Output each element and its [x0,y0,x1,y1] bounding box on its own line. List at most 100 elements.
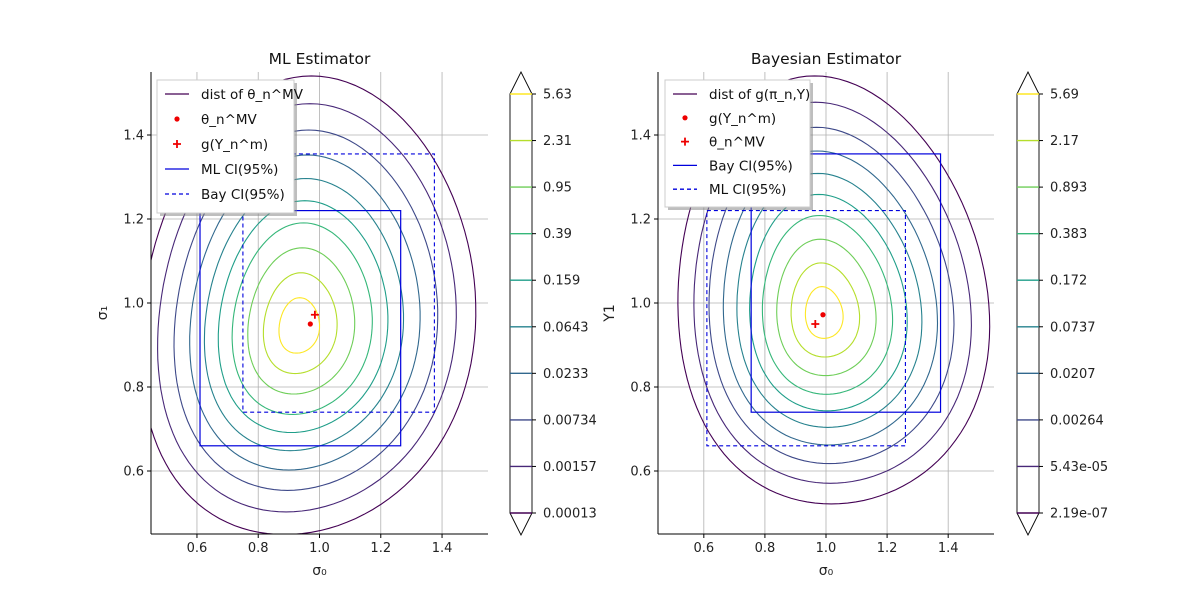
contour-level-2 [157,103,457,513]
colorbar-box [509,93,533,514]
colorbar-extend-bottom [1016,512,1040,537]
colorbar-box [1016,93,1040,514]
y-tick-label: 0.8 [123,381,144,396]
y-tick-label: 1.0 [630,297,651,312]
colorbar-label: 2.31 [543,134,572,149]
colorbar-label: 2.19e-07 [1050,507,1108,522]
contour-level-6 [217,200,389,434]
legend-label: dist of g(π_n,Y) [709,87,810,103]
contour-level-1 [151,75,477,534]
y-tick-label: 1.2 [630,213,651,228]
point-dot [307,321,313,327]
legend-swatch-plus [173,140,181,148]
point-dot [820,312,826,318]
x-tick-label: 1.4 [432,541,453,556]
colorbar-label: 0.00264 [1050,413,1104,428]
contour-level-5 [736,172,923,428]
colorbar-label: 5.63 [543,88,572,103]
legend-box [664,79,811,208]
confidence-intervals [199,153,435,447]
colorbar-label: 5.43e-05 [1050,460,1108,475]
colorbar-label: 5.69 [1050,88,1079,103]
contour-level-8 [247,247,356,395]
x-tick-label: 1.0 [309,541,330,556]
estimate-points [811,312,826,328]
colorbar: 0.00013 0.00157 0.00734 0.0233 0.0643 0.159 0.… [509,70,597,537]
contour-level-6 [749,193,908,412]
contour-lines [151,75,477,534]
chart-title: ML Estimator [269,50,371,68]
x-tick-label: 0.6 [693,541,714,556]
colorbar-label: 0.383 [1050,227,1087,242]
y-tick-label: 1.2 [123,213,144,228]
y-axis-label: σ₁ [95,306,111,321]
colorbar-extend-bottom [509,512,533,537]
contour-level-7 [231,222,373,415]
contour-level-10 [278,297,321,354]
colorbar-label: 0.39 [543,227,572,242]
chart-panel-2: 0.6 0.8 1.0 1.2 1.4 0.6 0.8 1.0 1.2 1.4 Bayesian E… [602,50,1108,579]
colorbar-extend-top [509,70,533,95]
colorbar-label: 0.159 [543,274,580,289]
colorbar-label: 0.0737 [1050,320,1096,335]
legend: dist of g(π_n,Y) g(Y_n^m) θ_n^MV Bay CI(95%… [664,79,813,210]
legend-label: ML CI(95%) [709,182,786,198]
colorbar-label: 0.0207 [1050,367,1096,382]
legend-label: dist of θ_n^MV [201,87,304,103]
y-tick-label: 1.4 [123,129,144,144]
contour-level-4 [189,154,421,471]
ci-solid-rect [199,210,402,447]
y-tick-label: 0.6 [123,465,144,480]
legend-label: ML CI(95%) [201,162,278,178]
chart-panel-1: 0.6 0.8 1.0 1.2 1.4 0.6 0.8 1.0 1.2 1.4 ML Estimat… [95,50,597,579]
colorbar-extend-top [1016,70,1040,95]
legend-label: g(Y_n^m) [201,137,268,153]
x-tick-label: 1.4 [938,541,959,556]
y-tick-label: 0.8 [630,381,651,396]
y-axis-label: Y1 [602,304,618,322]
x-axis-label: σ₀ [312,563,327,579]
ci-solid-rect [750,153,942,413]
legend: dist of θ_n^MV θ_n^MV g(Y_n^m) ML CI(95%) Ba… [156,79,304,216]
colorbar-label: 0.00734 [543,413,597,428]
contour-level-10 [804,286,844,339]
legend-swatch-plus [681,137,689,146]
contour-level-9 [790,262,861,358]
contour-level-1 [677,75,991,505]
x-tick-label: 0.6 [187,541,208,556]
legend-label: θ_n^MV [709,135,766,151]
contour-level-7 [761,214,894,395]
y-tick-label: 1.0 [123,297,144,312]
legend-box [156,79,295,214]
contour-level-4 [722,150,939,446]
x-tick-label: 0.8 [755,541,776,556]
contour-level-9 [262,272,338,375]
legend-label: g(Y_n^m) [709,111,776,127]
y-tick-label: 1.4 [630,129,651,144]
contour-level-8 [776,238,877,377]
contour-level-3 [173,129,439,491]
legend-swatch-dot [174,116,180,122]
x-tick-label: 0.8 [248,541,269,556]
colorbar: 2.19e-07 5.43e-05 0.00264 0.0207 0.0737 0.172… [1016,70,1108,537]
confidence-intervals [706,153,942,447]
legend-label: θ_n^MV [201,112,258,128]
ci-dashed-rect [706,210,906,447]
colorbar-label: 0.172 [1050,274,1087,289]
y-tick-label: 0.6 [630,465,651,480]
x-tick-label: 1.2 [370,541,391,556]
x-tick-label: 1.2 [877,541,898,556]
colorbar-label: 0.95 [543,181,572,196]
legend-label: Bay CI(95%) [709,158,793,174]
point-plus [310,310,319,319]
point-plus [811,320,820,328]
estimate-points [307,310,319,327]
contour-level-3 [708,126,955,465]
colorbar-label: 0.00157 [543,460,597,475]
contour-level-2 [693,101,972,484]
colorbar-label: 0.00013 [543,507,597,522]
chart-title: Bayesian Estimator [751,50,902,68]
ci-dashed-rect [242,153,435,413]
legend-label: Bay CI(95%) [201,187,285,203]
